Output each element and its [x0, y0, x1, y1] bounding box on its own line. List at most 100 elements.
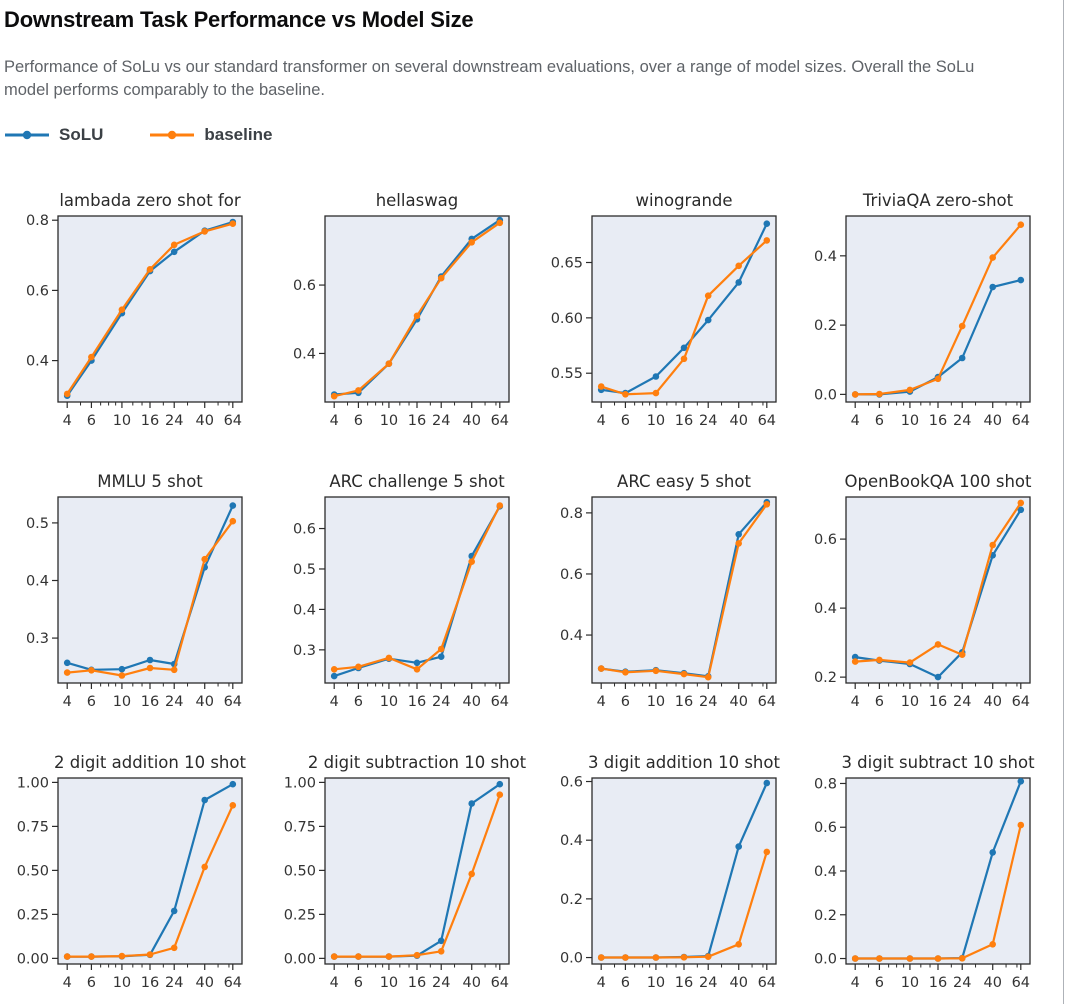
- chart-title: 2 digit addition 10 shot: [54, 753, 246, 772]
- subplot-2-digit-addition-10-shot: 2 digit addition 10 shot 0.00 0.25 0.50 0.75…: [17, 753, 247, 991]
- y-tick-label: 0.25: [284, 907, 316, 923]
- data-point-solu: [652, 373, 660, 380]
- subplot-arc-challenge-5-shot: ARC challenge 5 shot 0.3 0.4 0.5 0.6 4 6 10 16 24…: [293, 472, 510, 710]
- x-tick-label: 24: [432, 694, 450, 710]
- chart-title: 3 digit subtract 10 shot: [841, 753, 1035, 772]
- x-tick-label: 6: [354, 975, 363, 991]
- data-point-baseline: [118, 672, 126, 679]
- x-tick-label: 10: [647, 975, 665, 991]
- data-point-baseline: [622, 954, 629, 961]
- x-tick-label: 16: [141, 413, 159, 429]
- x-tick-label: 16: [675, 413, 693, 429]
- y-tick-label: 0.55: [551, 366, 583, 382]
- data-point-baseline: [437, 948, 445, 955]
- data-point-solu: [989, 283, 996, 291]
- y-tick-label: 0.65: [551, 256, 583, 272]
- x-tick-label: 40: [196, 694, 214, 710]
- x-tick-label: 64: [491, 413, 509, 429]
- chart-title: ARC easy 5 shot: [617, 472, 751, 491]
- data-point-baseline: [851, 955, 859, 962]
- plot-area: [57, 215, 243, 403]
- legend-item-solu: SoLU: [4, 125, 103, 145]
- data-point-baseline: [170, 944, 178, 952]
- data-point-solu: [735, 531, 742, 538]
- y-tick-label: 0.3: [293, 643, 316, 659]
- x-tick-label: 16: [408, 694, 426, 710]
- y-tick-label: 0.50: [284, 863, 316, 879]
- data-point-solu: [934, 673, 942, 681]
- solu-line-marker-icon: [5, 130, 49, 140]
- x-tick-label: 64: [224, 694, 242, 710]
- data-point-baseline: [1017, 821, 1025, 829]
- legend-label-solu: SoLU: [59, 125, 104, 144]
- x-tick-label: 16: [675, 975, 693, 991]
- x-tick-label: 16: [929, 413, 947, 429]
- x-tick-label: 24: [432, 975, 450, 991]
- data-point-solu: [468, 800, 475, 807]
- y-tick-label: 0.4: [26, 573, 49, 589]
- x-tick-label: 40: [463, 975, 481, 991]
- x-tick-label: 64: [224, 975, 242, 991]
- y-tick-label: 0.2: [560, 892, 583, 908]
- data-point-solu: [146, 656, 154, 664]
- data-point-solu: [201, 796, 208, 804]
- legend-item-baseline: baseline: [149, 125, 272, 145]
- y-tick-label: 0.75: [284, 819, 316, 835]
- x-tick-label: 40: [196, 413, 214, 429]
- data-point-baseline: [201, 555, 208, 563]
- data-point-baseline: [496, 219, 504, 227]
- x-tick-label: 4: [330, 975, 339, 991]
- x-tick-label: 6: [875, 694, 884, 710]
- baseline-line-marker-icon: [150, 130, 195, 140]
- data-point-baseline: [989, 541, 996, 549]
- plot-area: [591, 215, 777, 403]
- data-point-baseline: [851, 391, 859, 398]
- data-point-baseline: [170, 666, 178, 674]
- x-tick-label: 64: [491, 975, 509, 991]
- x-tick-label: 6: [621, 975, 630, 991]
- data-point-baseline: [330, 392, 338, 400]
- x-tick-label: 16: [141, 975, 159, 991]
- data-point-baseline: [437, 645, 445, 653]
- y-tick-label: 0.0: [814, 387, 837, 403]
- plot-area: [845, 777, 1031, 965]
- data-point-solu: [330, 672, 338, 680]
- data-point-baseline: [597, 383, 605, 390]
- chart-title: hellaswag: [376, 191, 459, 210]
- x-tick-label: 24: [165, 694, 183, 710]
- data-point-baseline: [146, 266, 154, 273]
- plot-area: [324, 215, 510, 403]
- plot-area: [845, 496, 1031, 684]
- data-point-baseline: [229, 802, 237, 809]
- figure-legend: SoLU baseline: [4, 125, 1034, 145]
- plot-area: [57, 777, 243, 965]
- data-point-baseline: [229, 220, 237, 227]
- data-point-solu: [763, 779, 771, 787]
- y-tick-label: 0.4: [814, 601, 837, 617]
- chart-title: TriviaQA zero-shot: [862, 191, 1014, 210]
- x-tick-label: 6: [87, 413, 96, 429]
- x-tick-label: 10: [901, 975, 919, 991]
- chart-title: 2 digit subtraction 10 shot: [308, 753, 527, 772]
- data-point-baseline: [704, 673, 712, 681]
- data-point-baseline: [876, 390, 883, 398]
- y-tick-label: 0.4: [814, 249, 837, 265]
- y-tick-label: 0.6: [814, 820, 837, 836]
- y-tick-label: 0.6: [293, 522, 316, 538]
- x-tick-label: 4: [597, 975, 606, 991]
- panel-right-border: [1063, 0, 1064, 1004]
- data-point-solu: [118, 665, 126, 673]
- data-point-baseline: [355, 953, 362, 960]
- y-tick-label: 0.4: [560, 833, 583, 849]
- data-point-baseline: [146, 664, 154, 672]
- subplot-openbookqa-100-shot: OpenBookQA 100 shot 0.2 0.4 0.6 4 6 10 16 24 40 64: [814, 472, 1032, 710]
- data-point-solu: [413, 659, 421, 667]
- x-tick-label: 24: [953, 975, 971, 991]
- x-tick-label: 4: [330, 413, 339, 429]
- x-tick-label: 4: [63, 975, 72, 991]
- x-tick-label: 64: [1012, 694, 1030, 710]
- x-tick-label: 4: [597, 694, 606, 710]
- page-title: Downstream Task Performance vs Model Siz…: [4, 7, 474, 32]
- subplot-2-digit-subtraction-10-shot: 2 digit subtraction 10 shot 0.00 0.25 0.50 0…: [284, 753, 527, 991]
- data-point-baseline: [652, 954, 660, 961]
